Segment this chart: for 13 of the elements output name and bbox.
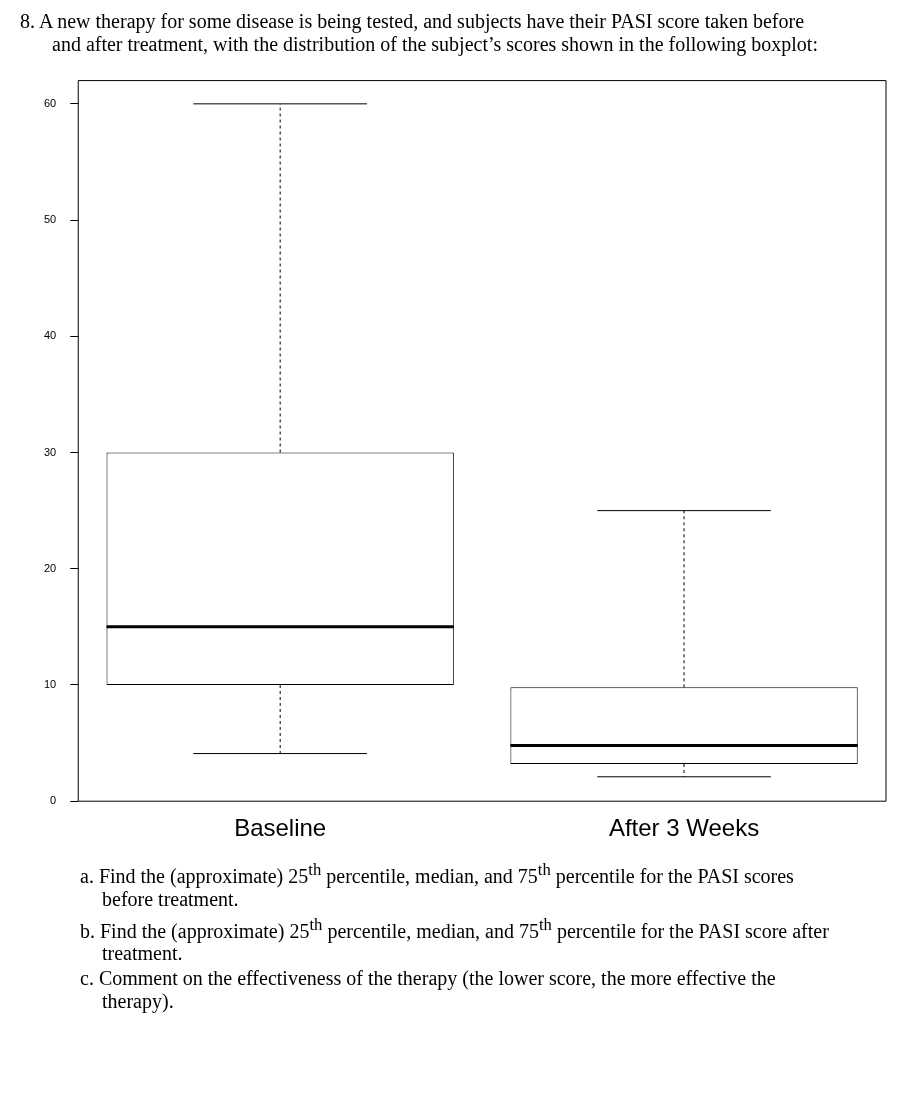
y-tick-label: 30 (43, 445, 57, 458)
y-tick-label: 60 (43, 96, 57, 109)
y-tick-label: 10 (43, 678, 57, 691)
y-tick-label: 50 (43, 213, 57, 226)
y-tick-label: 20 (43, 561, 57, 574)
x-tick-label: After 3 Weeks (608, 814, 760, 842)
text: c. Comment on the effectiveness of the therapy (the lower score, the more effective the therapy). (80, 967, 777, 1014)
y-tick-label: 0 (50, 794, 57, 807)
x-tick-label: Baseline (234, 814, 327, 842)
y-tick-label: 40 (43, 329, 57, 342)
text: b. Find the (approximate) 25$^{th}$ percentile, median, and 75$^{th}$ percentile for the PASI score after treatment. (80, 914, 829, 965)
chart-title: 8. A new therapy for some disease is being tested, and subjects have their PASI score taken before and after treatment, with the distribution of the subject’s scores shown in the following boxplot: (20, 10, 819, 56)
text: a. Find the (approximate) 25$^{th}$ percentile, median, and 75$^{th}$ percentile for the PASI scores before treatment. (80, 860, 794, 910)
